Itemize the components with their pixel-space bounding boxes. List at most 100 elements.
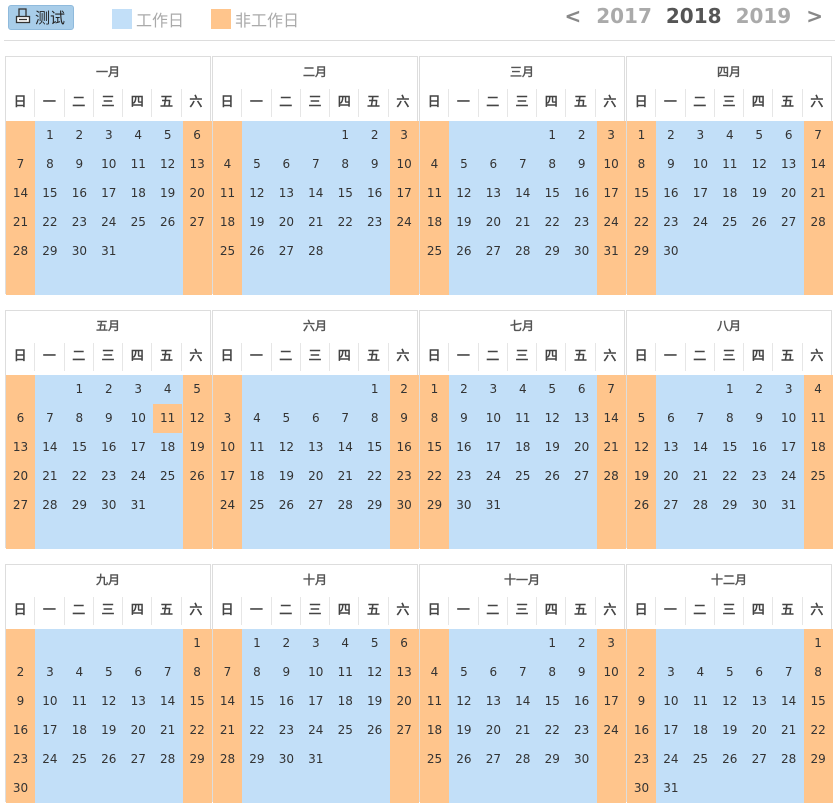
day-cell[interactable]: 18 bbox=[508, 433, 538, 462]
day-cell[interactable]: 23 bbox=[64, 208, 94, 237]
day-cell[interactable]: 13 bbox=[656, 433, 686, 462]
day-cell[interactable]: 10 bbox=[94, 150, 124, 179]
day-cell[interactable]: 28 bbox=[508, 237, 538, 266]
day-cell[interactable]: 9 bbox=[567, 150, 597, 179]
day-cell[interactable]: 4 bbox=[330, 629, 360, 658]
day-cell[interactable]: 10 bbox=[213, 433, 242, 462]
day-cell[interactable]: 4 bbox=[64, 658, 94, 687]
day-cell[interactable]: 29 bbox=[420, 491, 449, 520]
day-cell[interactable]: 5 bbox=[449, 658, 479, 687]
day-cell[interactable]: 22 bbox=[627, 208, 656, 237]
day-cell[interactable]: 13 bbox=[478, 179, 508, 208]
day-cell[interactable]: 17 bbox=[35, 716, 65, 745]
day-cell[interactable]: 19 bbox=[271, 462, 301, 491]
day-cell[interactable]: 25 bbox=[715, 208, 745, 237]
day-cell[interactable]: 27 bbox=[301, 491, 331, 520]
day-cell[interactable]: 13 bbox=[6, 433, 35, 462]
day-cell[interactable]: 29 bbox=[537, 237, 567, 266]
day-cell[interactable]: 17 bbox=[123, 433, 153, 462]
day-cell[interactable]: 11 bbox=[213, 179, 242, 208]
day-cell[interactable]: 13 bbox=[301, 433, 331, 462]
day-cell[interactable]: 16 bbox=[271, 687, 301, 716]
day-cell[interactable]: 24 bbox=[389, 208, 419, 237]
day-cell[interactable]: 15 bbox=[537, 687, 567, 716]
day-cell[interactable]: 2 bbox=[94, 375, 124, 404]
day-cell[interactable]: 11 bbox=[715, 150, 745, 179]
day-cell[interactable]: 8 bbox=[627, 150, 656, 179]
day-cell[interactable]: 21 bbox=[6, 208, 35, 237]
day-cell[interactable]: 29 bbox=[360, 491, 390, 520]
day-cell[interactable]: 4 bbox=[715, 121, 745, 150]
day-cell[interactable]: 20 bbox=[478, 208, 508, 237]
day-cell[interactable]: 7 bbox=[330, 404, 360, 433]
day-cell[interactable]: 17 bbox=[478, 433, 508, 462]
day-cell[interactable]: 11 bbox=[330, 658, 360, 687]
day-cell[interactable]: 10 bbox=[685, 150, 715, 179]
day-cell[interactable]: 11 bbox=[420, 179, 449, 208]
day-cell[interactable]: 24 bbox=[656, 745, 686, 774]
day-cell[interactable]: 1 bbox=[537, 121, 567, 150]
day-cell[interactable]: 14 bbox=[35, 433, 65, 462]
day-cell[interactable]: 14 bbox=[596, 404, 626, 433]
day-cell[interactable]: 15 bbox=[242, 687, 272, 716]
day-cell[interactable]: 21 bbox=[213, 716, 242, 745]
day-cell[interactable]: 20 bbox=[301, 462, 331, 491]
day-cell[interactable]: 16 bbox=[449, 433, 479, 462]
day-cell[interactable]: 6 bbox=[744, 658, 774, 687]
day-cell[interactable]: 28 bbox=[330, 491, 360, 520]
day-cell[interactable]: 4 bbox=[153, 375, 183, 404]
day-cell[interactable]: 19 bbox=[360, 687, 390, 716]
day-cell[interactable]: 26 bbox=[715, 745, 745, 774]
day-cell[interactable]: 24 bbox=[774, 462, 804, 491]
day-cell[interactable]: 23 bbox=[449, 462, 479, 491]
day-cell[interactable]: 17 bbox=[389, 179, 419, 208]
day-cell[interactable]: 7 bbox=[35, 404, 65, 433]
day-cell[interactable]: 19 bbox=[242, 208, 272, 237]
day-cell[interactable]: 24 bbox=[94, 208, 124, 237]
day-cell[interactable]: 11 bbox=[420, 687, 449, 716]
day-cell[interactable]: 2 bbox=[656, 121, 686, 150]
day-cell[interactable]: 28 bbox=[803, 208, 833, 237]
day-cell[interactable]: 25 bbox=[420, 237, 449, 266]
test-button[interactable]: 测试 bbox=[8, 5, 75, 30]
day-cell[interactable]: 27 bbox=[656, 491, 686, 520]
day-cell[interactable]: 23 bbox=[271, 716, 301, 745]
year-prev[interactable]: 2017 bbox=[596, 4, 652, 28]
day-cell[interactable]: 20 bbox=[744, 716, 774, 745]
day-cell[interactable]: 3 bbox=[389, 121, 419, 150]
day-cell[interactable]: 31 bbox=[656, 774, 686, 803]
day-cell[interactable]: 17 bbox=[94, 179, 124, 208]
day-cell[interactable]: 15 bbox=[182, 687, 212, 716]
day-cell[interactable]: 10 bbox=[596, 658, 626, 687]
day-cell[interactable]: 30 bbox=[627, 774, 656, 803]
day-cell[interactable]: 25 bbox=[685, 745, 715, 774]
day-cell[interactable]: 6 bbox=[301, 404, 331, 433]
day-cell[interactable]: 2 bbox=[567, 121, 597, 150]
day-cell[interactable]: 30 bbox=[567, 237, 597, 266]
day-cell[interactable]: 26 bbox=[153, 208, 183, 237]
day-cell[interactable]: 17 bbox=[596, 687, 626, 716]
day-cell[interactable]: 11 bbox=[153, 404, 183, 433]
day-cell[interactable]: 18 bbox=[330, 687, 360, 716]
day-cell[interactable]: 31 bbox=[123, 491, 153, 520]
day-cell[interactable]: 21 bbox=[330, 462, 360, 491]
day-cell[interactable]: 7 bbox=[508, 150, 538, 179]
day-cell[interactable]: 5 bbox=[182, 375, 212, 404]
day-cell[interactable]: 31 bbox=[774, 491, 804, 520]
day-cell[interactable]: 27 bbox=[389, 716, 419, 745]
day-cell[interactable]: 29 bbox=[537, 745, 567, 774]
day-cell[interactable]: 14 bbox=[508, 179, 538, 208]
next-year-icon[interactable]: > bbox=[806, 4, 823, 28]
day-cell[interactable]: 14 bbox=[803, 150, 833, 179]
day-cell[interactable]: 10 bbox=[301, 658, 331, 687]
day-cell[interactable]: 3 bbox=[478, 375, 508, 404]
day-cell[interactable]: 21 bbox=[35, 462, 65, 491]
day-cell[interactable]: 18 bbox=[715, 179, 745, 208]
day-cell[interactable]: 28 bbox=[685, 491, 715, 520]
day-cell[interactable]: 17 bbox=[596, 179, 626, 208]
day-cell[interactable]: 21 bbox=[508, 716, 538, 745]
day-cell[interactable]: 17 bbox=[774, 433, 804, 462]
day-cell[interactable]: 22 bbox=[330, 208, 360, 237]
day-cell[interactable]: 23 bbox=[627, 745, 656, 774]
day-cell[interactable]: 12 bbox=[449, 687, 479, 716]
